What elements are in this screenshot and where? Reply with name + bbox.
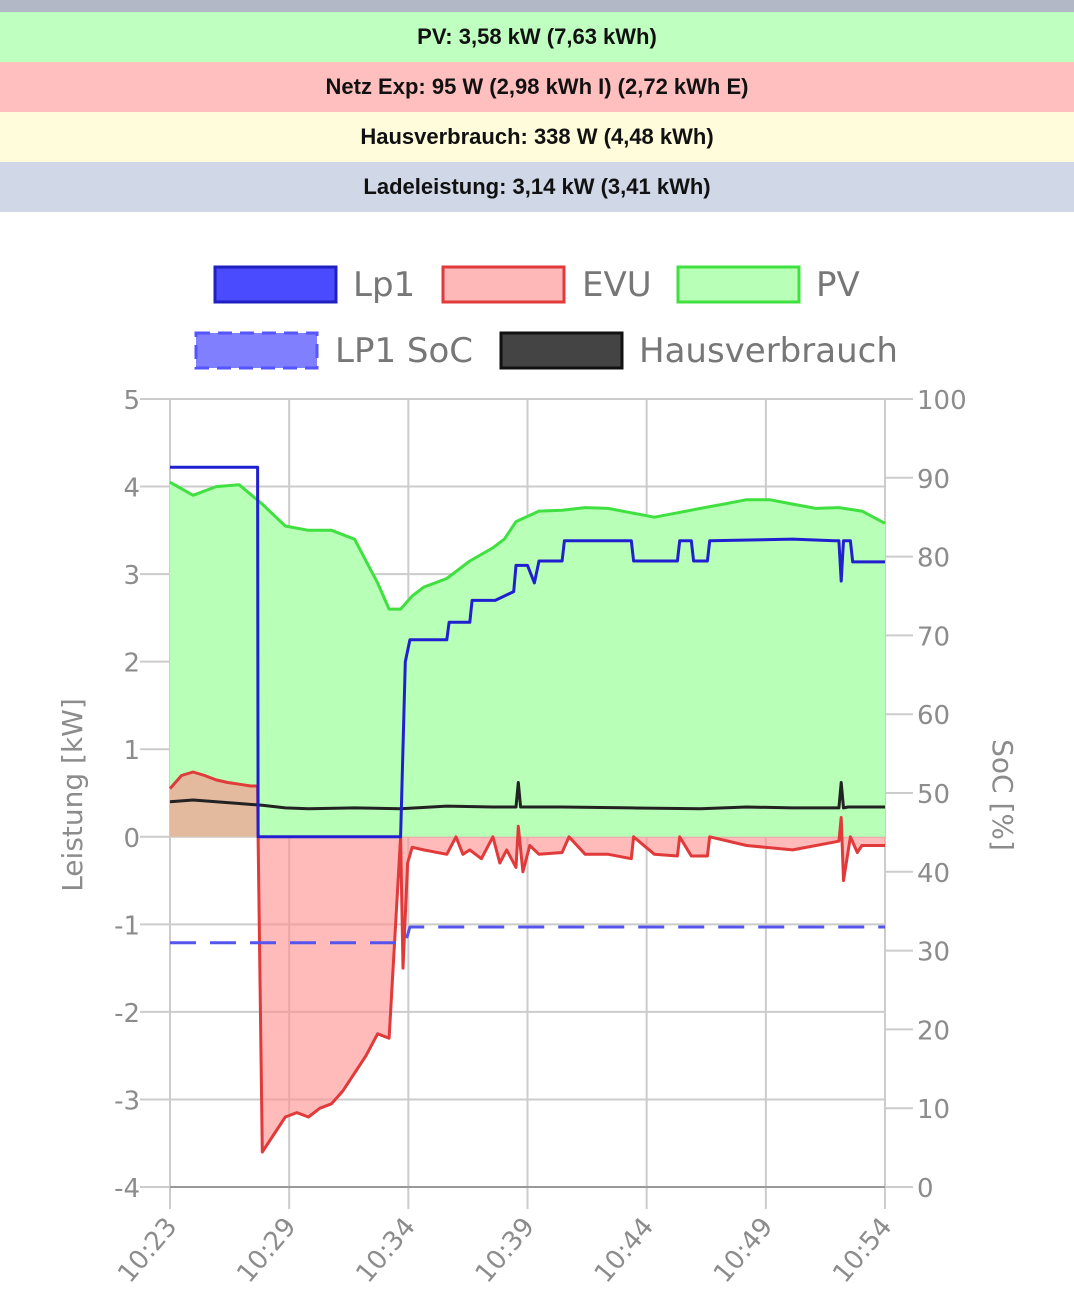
y-tick-label: -3 bbox=[114, 1086, 140, 1116]
y2-tick-label: 100 bbox=[917, 386, 967, 416]
series-area-pv bbox=[170, 482, 885, 837]
legend-label-lp1: Lp1 bbox=[353, 265, 415, 305]
grid-status-bar: Netz Exp: 95 W (2,98 kWh I) (2,72 kWh E) bbox=[0, 62, 1074, 112]
legend-label-hausverbrauch: Hausverbrauch bbox=[639, 331, 898, 371]
legend-swatch-hausverbrauch bbox=[499, 331, 624, 370]
x-tick-label: 10:29 bbox=[231, 1212, 302, 1289]
y-tick-label: 1 bbox=[123, 736, 140, 766]
y-tick-label: 2 bbox=[123, 649, 140, 679]
legend-label-evu: EVU bbox=[582, 265, 652, 305]
series-line-hausverbrauch bbox=[169, 781, 885, 811]
x-tick-label: 10:39 bbox=[470, 1212, 541, 1289]
legend-label-pv: PV bbox=[816, 265, 860, 305]
y-tick-label: -1 bbox=[114, 911, 140, 941]
legend-item-pv[interactable]: PV bbox=[676, 265, 860, 305]
series-line-pv bbox=[169, 480, 886, 611]
y2-tick-label: 70 bbox=[917, 622, 950, 652]
series-line-lp1 bbox=[170, 465, 885, 839]
y2-tick-label: 30 bbox=[917, 938, 950, 968]
chart-area-fills bbox=[170, 482, 885, 1152]
y-tick-label: 3 bbox=[123, 561, 140, 591]
grid-status-text: Netz Exp: 95 W (2,98 kWh I) (2,72 kWh E) bbox=[325, 74, 749, 99]
charge-power-status-bar: Ladeleistung: 3,14 kW (3,41 kWh) bbox=[0, 162, 1074, 212]
house-consumption-status-text: Hausverbrauch: 338 W (4,48 kWh) bbox=[360, 124, 714, 149]
series-line-lp1-soc bbox=[170, 925, 885, 945]
x-tick-label: 10:34 bbox=[351, 1212, 422, 1289]
charge-power-status-text: Ladeleistung: 3,14 kW (3,41 kWh) bbox=[363, 174, 711, 199]
y-tick-label: 5 bbox=[123, 386, 140, 416]
y-tick-label: 4 bbox=[123, 474, 140, 504]
legend-item-lp1[interactable]: Lp1 bbox=[213, 265, 415, 305]
y2-tick-label: 80 bbox=[917, 544, 950, 574]
pv-status-text: PV: 3,58 kW (7,63 kWh) bbox=[417, 24, 657, 49]
legend-item-evu[interactable]: EVU bbox=[441, 265, 652, 305]
x-tick-label: 10:23 bbox=[112, 1212, 183, 1289]
chart-series-lines bbox=[168, 465, 886, 1154]
y2-tick-label: 20 bbox=[917, 1016, 950, 1046]
legend-item-lp1-soc[interactable]: LP1 SoC bbox=[194, 331, 473, 371]
legend-label-lp1-soc: LP1 SoC bbox=[335, 331, 473, 371]
legend-swatch-evu bbox=[441, 265, 566, 304]
legend-swatch-lp1 bbox=[213, 265, 338, 304]
pv-status-bar: PV: 3,58 kW (7,63 kWh) bbox=[0, 12, 1074, 62]
y2-tick-label: 60 bbox=[917, 701, 950, 731]
legend-item-hausverbrauch[interactable]: Hausverbrauch bbox=[499, 331, 898, 371]
y-tick-label: 0 bbox=[123, 824, 140, 854]
y2-tick-label: 0 bbox=[917, 1174, 934, 1204]
top-bar bbox=[0, 0, 1074, 12]
y-axis-label: Leistung [kW] bbox=[56, 698, 89, 892]
power-chart: Lp1 EVU PV LP1 SoC Hausverbrauch 543210-… bbox=[56, 265, 1019, 1289]
x-tick-label: 10:54 bbox=[827, 1212, 898, 1289]
y2-tick-label: 50 bbox=[917, 780, 950, 810]
series-area-evu bbox=[170, 772, 885, 1152]
y2-tick-label: 10 bbox=[917, 1095, 950, 1125]
y2-axis-label: SoC [%] bbox=[986, 739, 1019, 851]
x-tick-label: 10:44 bbox=[589, 1212, 660, 1289]
chart-legend: Lp1 EVU PV LP1 SoC Hausverbrauch bbox=[194, 265, 898, 371]
house-consumption-status-bar: Hausverbrauch: 338 W (4,48 kWh) bbox=[0, 112, 1074, 162]
y2-tick-label: 90 bbox=[917, 465, 950, 495]
y-tick-label: -4 bbox=[114, 1174, 140, 1204]
legend-swatch-pv bbox=[676, 265, 801, 304]
y-tick-label: -2 bbox=[114, 999, 140, 1029]
x-tick-label: 10:49 bbox=[708, 1212, 779, 1289]
y2-tick-label: 40 bbox=[917, 859, 950, 889]
series-line-evu bbox=[168, 770, 885, 1154]
legend-swatch-lp1-soc bbox=[194, 331, 319, 370]
